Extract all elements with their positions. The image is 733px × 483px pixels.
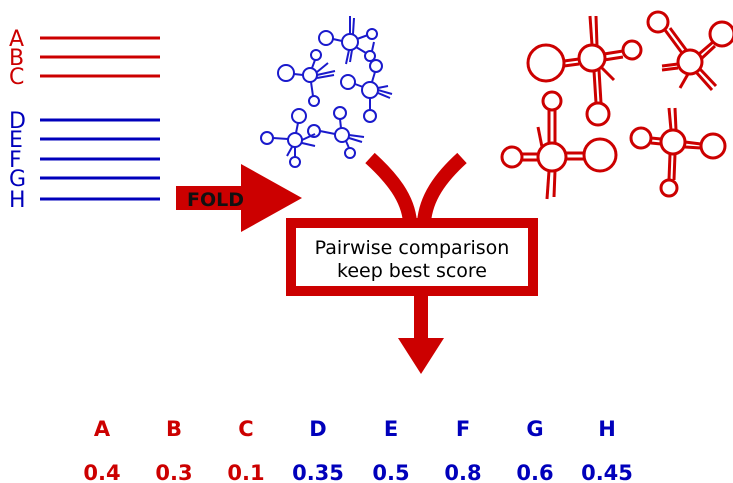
result-score-d: 0.35: [292, 461, 344, 483]
result-score-e: 0.5: [372, 461, 409, 483]
result-score-f: 0.8: [444, 461, 481, 483]
merge-arrows: [365, 152, 467, 223]
seq-label-h: H: [9, 188, 26, 213]
result-score-c: 0.1: [227, 461, 264, 483]
result-label-e: E: [384, 417, 398, 441]
seq-label-g: G: [9, 167, 26, 192]
down-arrow: [398, 296, 444, 374]
result-label-c: C: [238, 417, 253, 441]
result-score-a: 0.4: [83, 461, 120, 483]
blue-rna-structures: [260, 16, 393, 168]
results-row: A 0.4 B 0.3 C 0.1 D 0.35 E 0.5 F 0.8 G 0.6 H 0.45: [83, 417, 633, 483]
result-score-b: 0.3: [155, 461, 192, 483]
result-score-g: 0.6: [516, 461, 553, 483]
seq-label-e: E: [9, 128, 23, 153]
result-label-d: D: [309, 417, 326, 441]
result-label-h: H: [598, 417, 616, 441]
result-score-h: 0.45: [581, 461, 633, 483]
sequence-list-red: A B C: [9, 27, 160, 90]
result-label-f: F: [456, 417, 470, 441]
result-label-b: B: [166, 417, 182, 441]
box-line-2: keep best score: [337, 260, 487, 282]
fold-arrow: FOLD: [176, 164, 302, 232]
box-line-1: Pairwise comparison: [315, 237, 510, 259]
seq-label-d: D: [9, 109, 26, 134]
red-rna-structures: [500, 10, 733, 200]
seq-label-c: C: [9, 65, 24, 90]
fold-label: FOLD: [187, 189, 244, 211]
seq-label-b: B: [9, 46, 24, 71]
result-label-g: G: [526, 417, 543, 441]
comparison-box: Pairwise comparison keep best score: [286, 218, 538, 296]
result-label-a: A: [94, 417, 111, 441]
sequence-list-blue: D E F G H: [9, 109, 160, 213]
seq-label-a: A: [9, 27, 24, 52]
seq-label-f: F: [9, 148, 22, 173]
